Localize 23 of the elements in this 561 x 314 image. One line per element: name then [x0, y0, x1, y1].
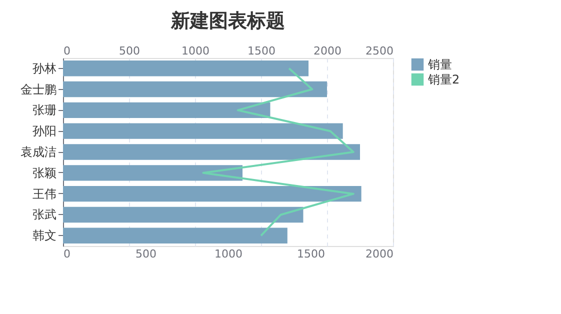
y-tick-label: 袁成洁: [20, 145, 56, 159]
legend-label: 销量: [427, 58, 452, 72]
chart-title: 新建图表标题: [170, 10, 285, 32]
x-tick-label: 2000: [366, 248, 394, 260]
y-tick-label: 张颖: [32, 166, 56, 180]
y-tick-label: 张武: [32, 208, 56, 222]
y-tick-label: 金士鹏: [20, 82, 56, 96]
x2-tick-label: 2500: [366, 44, 394, 58]
y-tick-label: 孙阳: [32, 124, 56, 138]
y-tick-label: 韩文: [32, 228, 56, 243]
x2-tick-label: 1500: [248, 44, 276, 58]
x2-tick-label: 0: [64, 44, 70, 58]
x-tick-label: 1500: [297, 248, 325, 260]
x-tick-label: 500: [136, 248, 156, 260]
x2-tick-label: 1000: [182, 44, 210, 58]
legend-label: 销量2: [427, 72, 460, 86]
x2-tick-label: 500: [119, 44, 140, 58]
x2-tick-label: 2000: [314, 44, 342, 58]
y-tick-label: 张珊: [32, 103, 56, 118]
x-tick-label: 0: [64, 248, 70, 260]
x-tick-label: 1000: [214, 248, 242, 260]
y-tick-label: 孙林: [32, 61, 56, 76]
y-tick-label: 王伟: [32, 186, 56, 201]
